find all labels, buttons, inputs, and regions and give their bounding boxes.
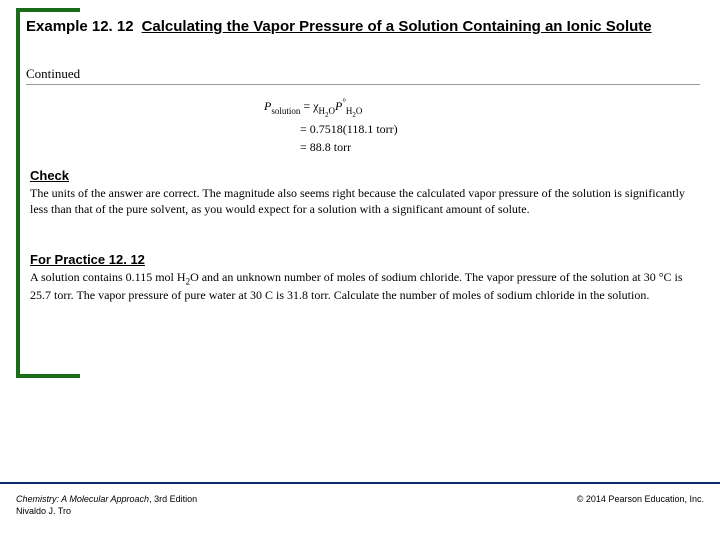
- equation-line-3: = 88.8 torr: [264, 138, 398, 156]
- footer-divider: [0, 482, 720, 484]
- book-author: Nivaldo J. Tro: [16, 506, 71, 516]
- check-heading: Check: [30, 168, 69, 183]
- example-label: Example 12. 12: [26, 18, 142, 35]
- header: Example 12. 12 Calculating the Vapor Pre…: [26, 12, 698, 41]
- corner-left: [16, 8, 20, 378]
- footer-right: © 2014 Pearson Education, Inc.: [577, 494, 704, 504]
- practice-heading: For Practice 12. 12: [30, 252, 145, 267]
- footer-left: Chemistry: A Molecular Approach, 3rd Edi…: [16, 494, 197, 517]
- example-title: Calculating the Vapor Pressure of a Solu…: [142, 18, 652, 37]
- corner-bottom: [16, 374, 80, 378]
- equation-block: Psolution = χH2OP°H2O = 0.7518(118.1 tor…: [264, 96, 398, 156]
- book-title: Chemistry: A Molecular Approach: [16, 494, 149, 504]
- book-edition: , 3rd Edition: [149, 494, 197, 504]
- practice-text-a: A solution contains 0.115 mol H: [30, 270, 186, 284]
- check-text: The units of the answer are correct. The…: [30, 186, 696, 217]
- practice-text: A solution contains 0.115 mol H2O and an…: [30, 270, 696, 304]
- equation-line-1: Psolution = χH2OP°H2O: [264, 96, 398, 120]
- equation-line-2: = 0.7518(118.1 torr): [264, 120, 398, 138]
- divider: [26, 84, 700, 85]
- continued-label: Continued: [26, 66, 80, 82]
